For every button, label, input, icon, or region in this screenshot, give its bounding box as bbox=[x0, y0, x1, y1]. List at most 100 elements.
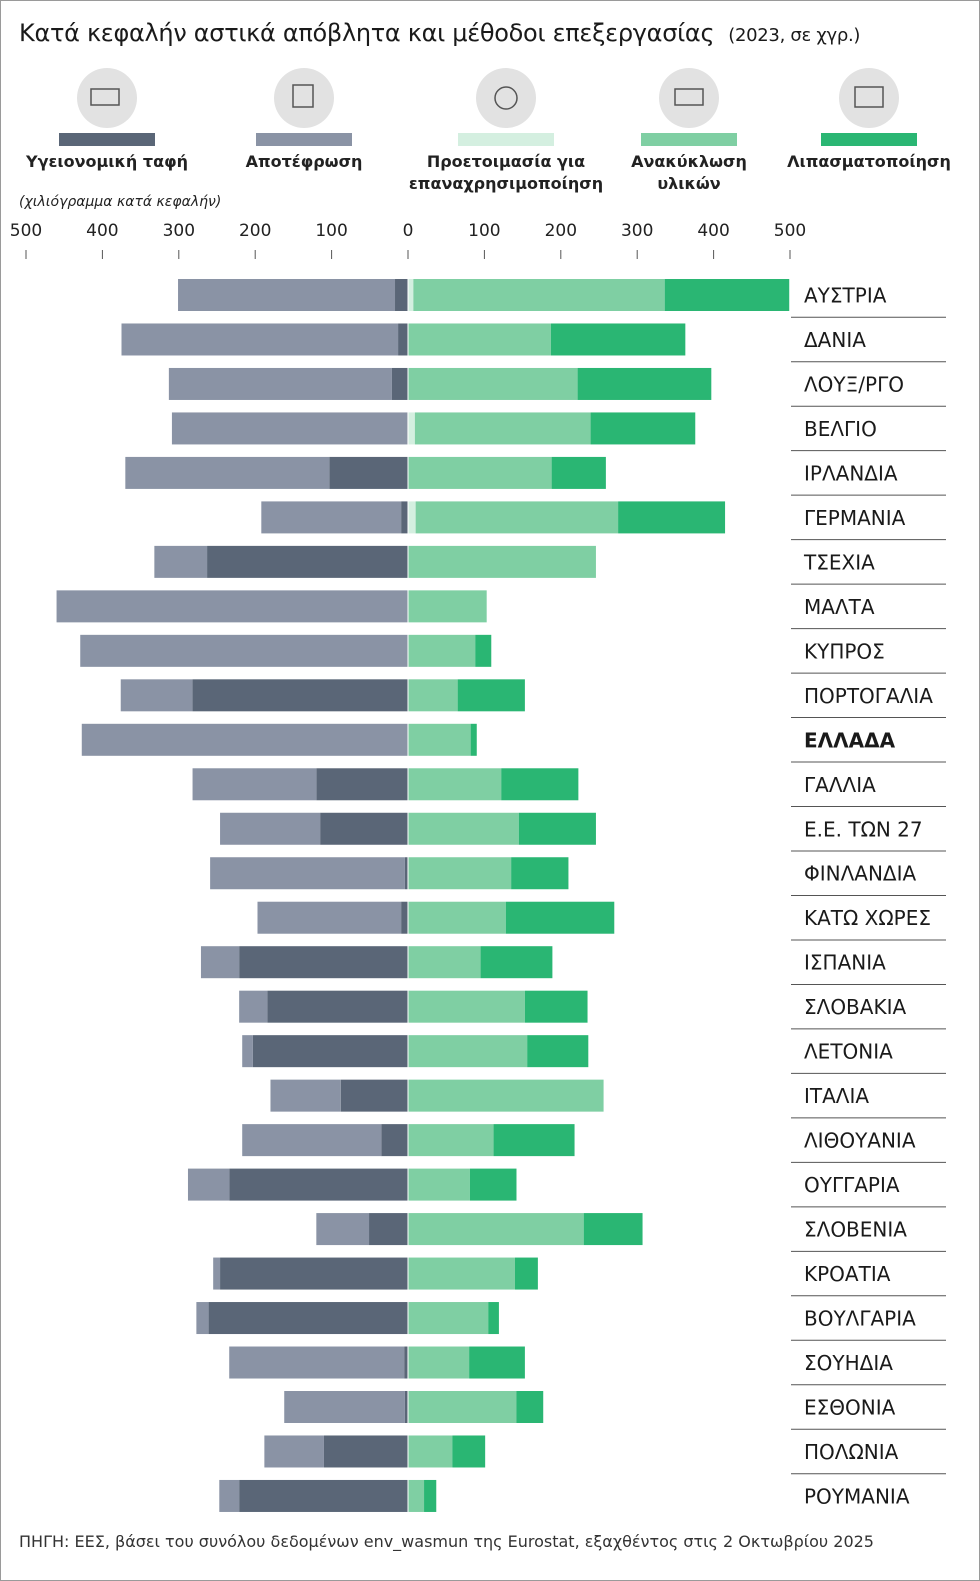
bar-segment bbox=[524, 990, 588, 1023]
category-label: ΠΟΡΤΟΓΑΛΙΑ bbox=[804, 684, 933, 708]
category-label: ΛΙΘΟΥΑΝΙΑ bbox=[804, 1129, 916, 1153]
bar-segment bbox=[316, 1213, 370, 1246]
category-label: ΚΑΤΩ ΧΩΡΕΣ bbox=[804, 906, 931, 930]
bar-segment bbox=[408, 412, 415, 445]
bar-segment bbox=[239, 990, 268, 1023]
bar-segment bbox=[192, 679, 408, 712]
bar-segment bbox=[229, 1168, 408, 1201]
category-label: ΓΑΛΛΙΑ bbox=[804, 773, 876, 797]
bar-segment bbox=[505, 901, 615, 934]
unit-label: (χιλιόγραμμα κατά κεφαλήν) bbox=[19, 194, 222, 210]
category-label: ΟΥΓΓΑΡΙΑ bbox=[804, 1173, 900, 1197]
category-label: ΤΣΕΧΙΑ bbox=[803, 550, 875, 574]
bar-segment bbox=[381, 1124, 408, 1157]
bar-segment bbox=[408, 634, 476, 667]
bar-segment bbox=[457, 679, 525, 712]
bar-segment bbox=[207, 545, 408, 578]
category-label: ΙΣΠΑΝΙΑ bbox=[804, 951, 886, 975]
category-label: ΑΥΣΤΡΙΑ bbox=[804, 284, 887, 308]
icon bbox=[659, 68, 719, 128]
bar-segment bbox=[125, 456, 330, 489]
icon-drawings bbox=[90, 84, 884, 110]
bar-segment bbox=[154, 545, 208, 578]
bar-segment bbox=[413, 279, 665, 311]
bar-segment bbox=[210, 857, 405, 890]
legend-swatch bbox=[641, 133, 737, 146]
x-tick-label: 100 bbox=[315, 221, 347, 241]
chart-subtitle: (2023, σε χγρ.) bbox=[728, 25, 861, 46]
bar-segment bbox=[252, 1035, 408, 1068]
bar-segment bbox=[121, 323, 399, 356]
title-block: Κατά κεφαλήν αστικά απόβλητα και μέθοδοι… bbox=[19, 19, 860, 47]
bar-segment bbox=[323, 1435, 408, 1468]
bar-segment bbox=[408, 857, 512, 890]
bar-segment bbox=[270, 1079, 341, 1112]
bar-segment bbox=[408, 1213, 584, 1246]
bar-segment bbox=[196, 1302, 209, 1335]
bar-segment bbox=[220, 812, 321, 845]
icon-compost bbox=[854, 86, 884, 108]
bar-segment bbox=[516, 1391, 544, 1423]
category-label: ΔΑΝΙΑ bbox=[804, 328, 866, 352]
bar-segment bbox=[80, 634, 408, 667]
bar-segment bbox=[408, 323, 551, 356]
bar-segment bbox=[590, 412, 696, 445]
bar-segment bbox=[171, 412, 408, 445]
bar-segment bbox=[408, 1435, 453, 1468]
icon-bins bbox=[674, 88, 704, 106]
icon bbox=[274, 68, 334, 128]
category-label: ΕΣΘΟΝΙΑ bbox=[804, 1396, 896, 1420]
bar-segment bbox=[340, 1079, 408, 1112]
bar-segment bbox=[408, 1391, 517, 1423]
bar-segment bbox=[264, 1435, 324, 1468]
legend-label: Προετοιμασία για επαναχρησιμοποίηση bbox=[408, 152, 604, 193]
category-label: ΛΟΥΞ/ΡΓΟ bbox=[804, 372, 904, 396]
bar-segment bbox=[242, 1035, 253, 1068]
category-label: ΡΟΥΜΑΝΙΑ bbox=[804, 1484, 910, 1508]
bar-segment bbox=[284, 1391, 405, 1423]
category-label: ΚΥΠΡΟΣ bbox=[804, 639, 885, 663]
bar-segment bbox=[408, 456, 552, 489]
bar-segment bbox=[391, 367, 408, 400]
bar-segment bbox=[469, 1168, 517, 1201]
bar-segment bbox=[408, 1079, 604, 1112]
bar-segment bbox=[408, 990, 525, 1023]
bar-segment bbox=[267, 990, 408, 1023]
bar-segment bbox=[316, 768, 408, 801]
category-label: Ε.Ε. ΤΩΝ 27 bbox=[804, 817, 923, 841]
category-label: ΙΡΛΑΝΔΙΑ bbox=[804, 461, 898, 485]
bar-segment bbox=[178, 279, 396, 311]
bar-segment bbox=[320, 812, 408, 845]
chart-title: Κατά κεφαλήν αστικά απόβλητα και μέθοδοι… bbox=[19, 19, 715, 47]
bar-segment bbox=[408, 279, 414, 311]
bar-segment bbox=[408, 501, 416, 534]
bar-segment bbox=[408, 812, 519, 845]
legend-swatch bbox=[821, 133, 917, 146]
bar-segment bbox=[408, 1302, 489, 1335]
x-tick-label: 200 bbox=[239, 221, 271, 241]
icon-reuse bbox=[494, 86, 518, 110]
bar-segment bbox=[369, 1213, 408, 1246]
bar-segment bbox=[408, 545, 596, 578]
x-tick-label: 500 bbox=[774, 221, 806, 241]
bar-segment bbox=[408, 1479, 425, 1512]
bar-segment bbox=[414, 412, 591, 445]
bar-segment bbox=[408, 1035, 528, 1068]
bar-segment bbox=[329, 456, 408, 489]
bar-segment bbox=[424, 1479, 437, 1512]
bar-segment bbox=[398, 323, 408, 356]
x-tick-label: 500 bbox=[10, 221, 42, 241]
bar-segment bbox=[56, 590, 409, 623]
category-label: ΜΑΛΤΑ bbox=[804, 595, 875, 619]
legend-label: Αποτέφρωση bbox=[245, 152, 363, 171]
category-label: ΒΕΛΓΙΟ bbox=[804, 417, 877, 441]
bar-segment bbox=[511, 857, 569, 890]
legend-swatch bbox=[256, 133, 352, 146]
bar-segment bbox=[452, 1435, 486, 1468]
bar-segment bbox=[470, 723, 477, 756]
bar-segment bbox=[408, 367, 578, 400]
bar-segment bbox=[527, 1035, 589, 1068]
bar-segment bbox=[514, 1257, 538, 1290]
bar-segment bbox=[404, 1391, 408, 1423]
